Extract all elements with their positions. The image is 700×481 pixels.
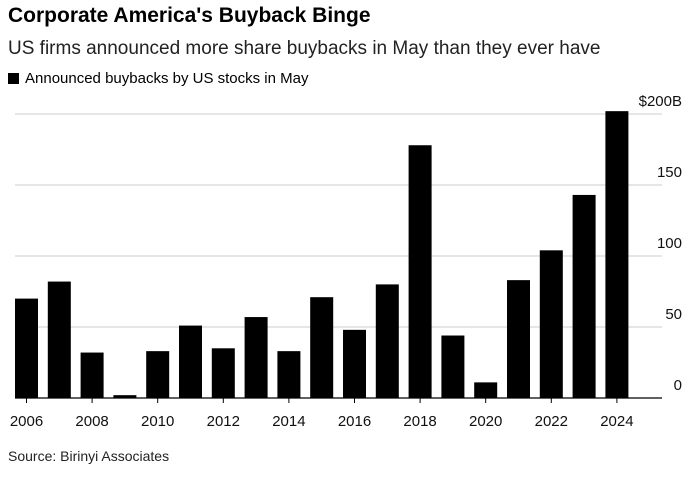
x-tick-label: 2016 [338,413,371,430]
legend-label: Announced buybacks by US stocks in May [25,70,309,87]
x-tick-label: 2008 [75,413,108,430]
x-tick-label: 2022 [535,413,568,430]
bar-2017 [375,284,399,398]
bar-2024 [605,111,629,398]
bar-2010 [146,351,170,398]
chart-subtitle: US firms announced more share buybacks i… [8,38,601,59]
x-tick-label: 2018 [403,413,436,430]
x-tick-label: 2024 [600,413,633,430]
source-note: Source: Birinyi Associates [8,448,170,464]
bar-2016 [343,329,366,398]
bar-2021 [507,280,530,398]
bar-2020 [474,382,498,398]
y-tick-label: 150 [657,164,682,181]
bar-chart: 0 50 100 150 $200B 2006 2008 2010 2012 2014 2016 20… [10,93,682,430]
y-tick-label: 50 [665,306,682,323]
chart-title: Corporate America's Buyback Binge [8,4,371,27]
bar-2015 [310,297,334,398]
bar-2019 [441,335,465,398]
bar-2007 [47,281,71,398]
x-tick-label: 2012 [207,413,240,430]
bar-2011 [179,325,202,398]
y-tick-label: 0 [674,377,682,394]
legend: Announced buybacks by US stocks in May [8,70,308,87]
y-tick-label: $200B [639,93,682,110]
legend-swatch [8,73,19,84]
bar-2018 [408,145,432,398]
bar-2013 [244,317,268,398]
x-tick-label: 2020 [469,413,502,430]
bar-2008 [80,352,104,398]
bar-2006 [15,298,38,398]
y-tick-label: 100 [657,235,682,252]
bar-2022 [539,250,563,398]
bar-2012 [211,348,235,398]
x-tick-label: 2006 [10,413,43,430]
bar-2014 [277,351,301,398]
bar-2023 [572,194,596,398]
x-tick-label: 2010 [141,413,174,430]
bar-2009 [113,395,137,398]
x-tick-label: 2014 [272,413,305,430]
